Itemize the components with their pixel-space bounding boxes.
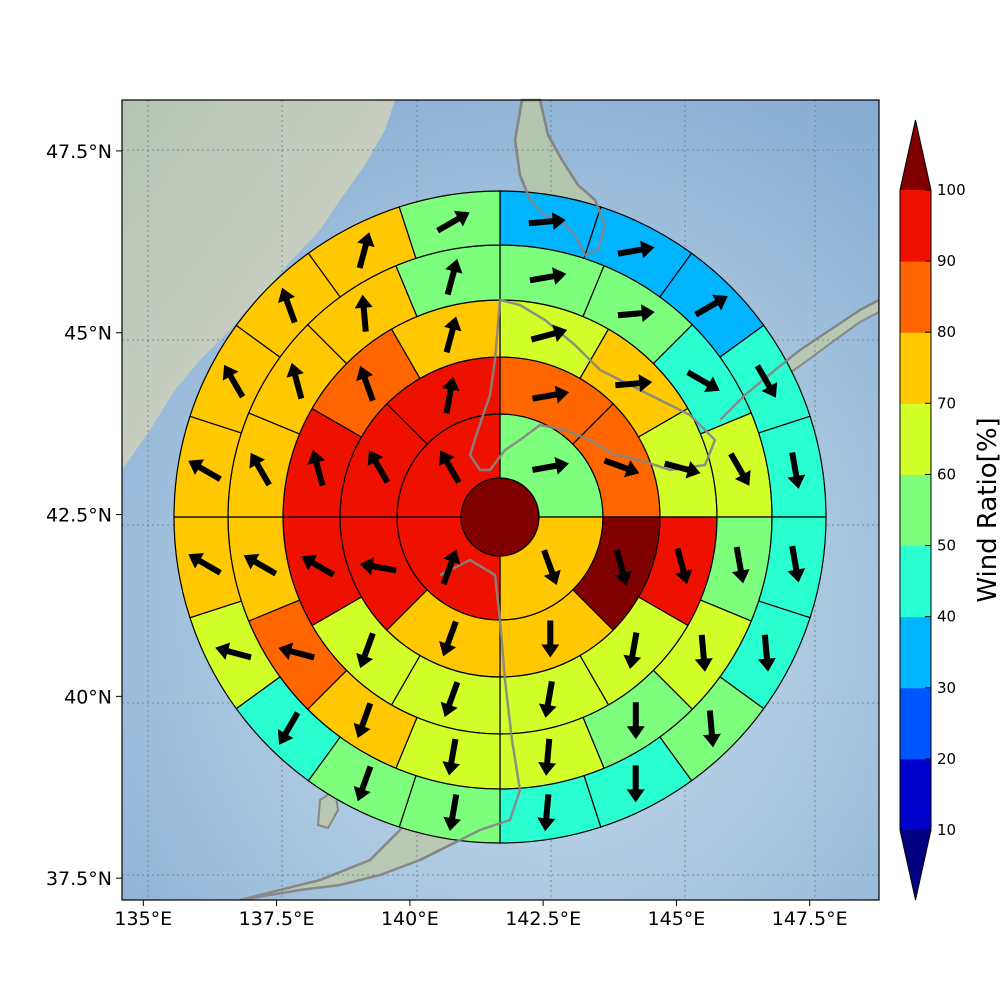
colorbar-bin <box>900 616 931 689</box>
colorbar: 10 20 30 40 50 60 70 80 90 100 Wind Ratio[%] <box>899 119 1000 901</box>
y-tick-label: 47.5°N <box>46 141 112 163</box>
colorbar-over-extension <box>900 120 931 190</box>
colorbar-under-extension <box>900 830 931 900</box>
coastline-overlay <box>419 98 880 862</box>
colorbar-bin <box>900 190 931 262</box>
colorbar-tick-label: 60 <box>937 465 956 483</box>
x-axis: 135°E 137.5°E 140°E 142.5°E 145°E 147.5°E <box>114 900 848 930</box>
colorbar-tick-label: 70 <box>937 394 956 412</box>
colorbar-tick-label: 10 <box>937 821 956 839</box>
colorbar-tick-label: 100 <box>937 181 966 199</box>
y-tick-label: 37.5°N <box>46 868 112 890</box>
colorbar-bin <box>900 474 931 547</box>
y-tick-label: 45°N <box>64 323 112 345</box>
colorbar-bin <box>900 261 931 333</box>
colorbar-tick-label: 20 <box>937 750 956 768</box>
x-tick-label: 135°E <box>114 908 172 930</box>
colorbar-bin <box>900 332 931 404</box>
colorbar-tick-label: 80 <box>937 323 956 341</box>
y-tick-label: 40°N <box>64 686 112 708</box>
x-tick-label: 140°E <box>381 908 439 930</box>
colorbar-label: Wind Ratio[%] <box>973 417 1000 602</box>
colorbar-bin <box>900 687 931 760</box>
x-tick-label: 142.5°E <box>505 908 581 930</box>
colorbar-bin <box>900 758 931 831</box>
wind-sectors <box>173 190 827 844</box>
colorbar-tick-label: 30 <box>937 679 956 697</box>
colorbar-tick-label: 50 <box>937 537 956 555</box>
map-frame <box>121 99 880 901</box>
mainland-landmass <box>122 100 395 470</box>
colorbar-tick-label: 40 <box>937 608 956 626</box>
colorbar-bin <box>900 403 931 475</box>
y-tick-label: 42.5°N <box>46 505 112 527</box>
y-axis: 47.5°N 45°N 42.5°N 40°N 37.5°N <box>46 141 122 890</box>
x-tick-label: 137.5°E <box>239 908 315 930</box>
colorbar-tick-label: 90 <box>937 252 956 270</box>
x-tick-label: 145°E <box>648 908 706 930</box>
colorbar-bin <box>900 545 931 618</box>
x-tick-label: 147.5°E <box>772 908 848 930</box>
